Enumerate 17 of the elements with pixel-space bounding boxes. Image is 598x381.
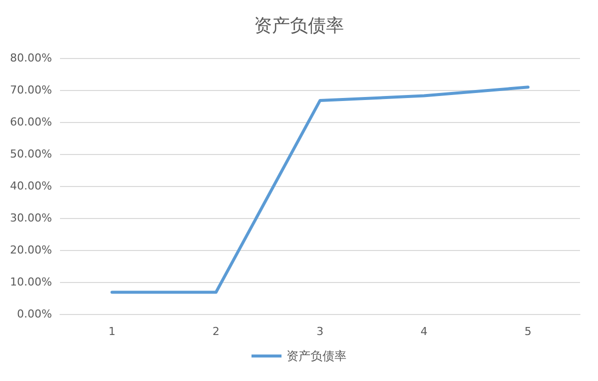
x-tick-label: 2 [212,325,220,338]
y-tick-label: 10.00% [10,276,52,288]
x-tick-label: 3 [316,325,324,338]
y-tick-label: 80.00% [10,52,52,64]
line-series [110,86,530,294]
y-tick-label: 70.00% [10,84,52,96]
legend-label: 资产负债率 [286,349,346,363]
y-tick-label: 30.00% [10,212,52,224]
y-tick-label: 60.00% [10,116,52,128]
y-tick-label: 40.00% [10,180,52,192]
x-tick-label: 1 [108,325,116,338]
y-tick-label: 50.00% [10,148,52,160]
chart-title: 资产负债率 [254,16,344,36]
x-tick-label: 5 [524,325,532,338]
y-tick-label: 20.00% [10,244,52,256]
y-tick-label: 0.00% [17,308,52,320]
x-tick-label: 4 [420,325,428,338]
